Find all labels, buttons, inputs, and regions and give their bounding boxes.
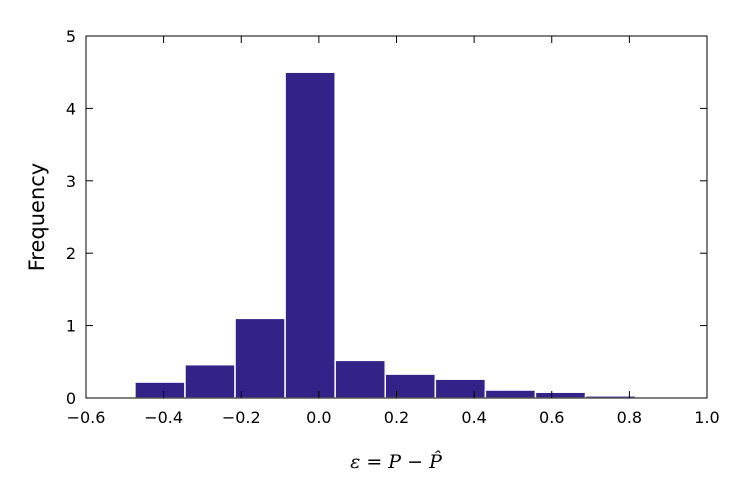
bar — [384, 373, 437, 399]
plot-frame — [85, 35, 708, 399]
x-tick-label: 0.2 — [384, 408, 409, 427]
bar — [534, 391, 587, 399]
x-tick-label: −0.4 — [144, 408, 183, 427]
y-tick-label: 1 — [66, 317, 76, 336]
bar — [134, 381, 186, 399]
x-tick-label: −0.6 — [67, 408, 106, 427]
y-tick-label: 2 — [66, 244, 76, 263]
x-tick-label: 0.8 — [617, 408, 642, 427]
bar — [484, 389, 537, 399]
x-tick-label: 0.6 — [539, 408, 564, 427]
y-tick-label: 4 — [66, 99, 76, 118]
y-axis-label: Frequency — [25, 163, 49, 272]
y-tick-label: 3 — [66, 172, 76, 191]
y-tick-label: 0 — [66, 389, 76, 408]
bar — [334, 359, 386, 399]
bar — [284, 71, 336, 399]
x-tick-label: 0.0 — [306, 408, 331, 427]
bar — [184, 363, 236, 399]
x-axis-label: ε = P − P̂ — [350, 451, 443, 473]
x-tick-label: 1.0 — [694, 408, 719, 427]
x-tick-label: −0.2 — [222, 408, 261, 427]
bar — [234, 317, 286, 399]
y-tick-label: 5 — [66, 27, 76, 46]
bar — [434, 378, 487, 399]
x-tick-label: 0.4 — [461, 408, 486, 427]
